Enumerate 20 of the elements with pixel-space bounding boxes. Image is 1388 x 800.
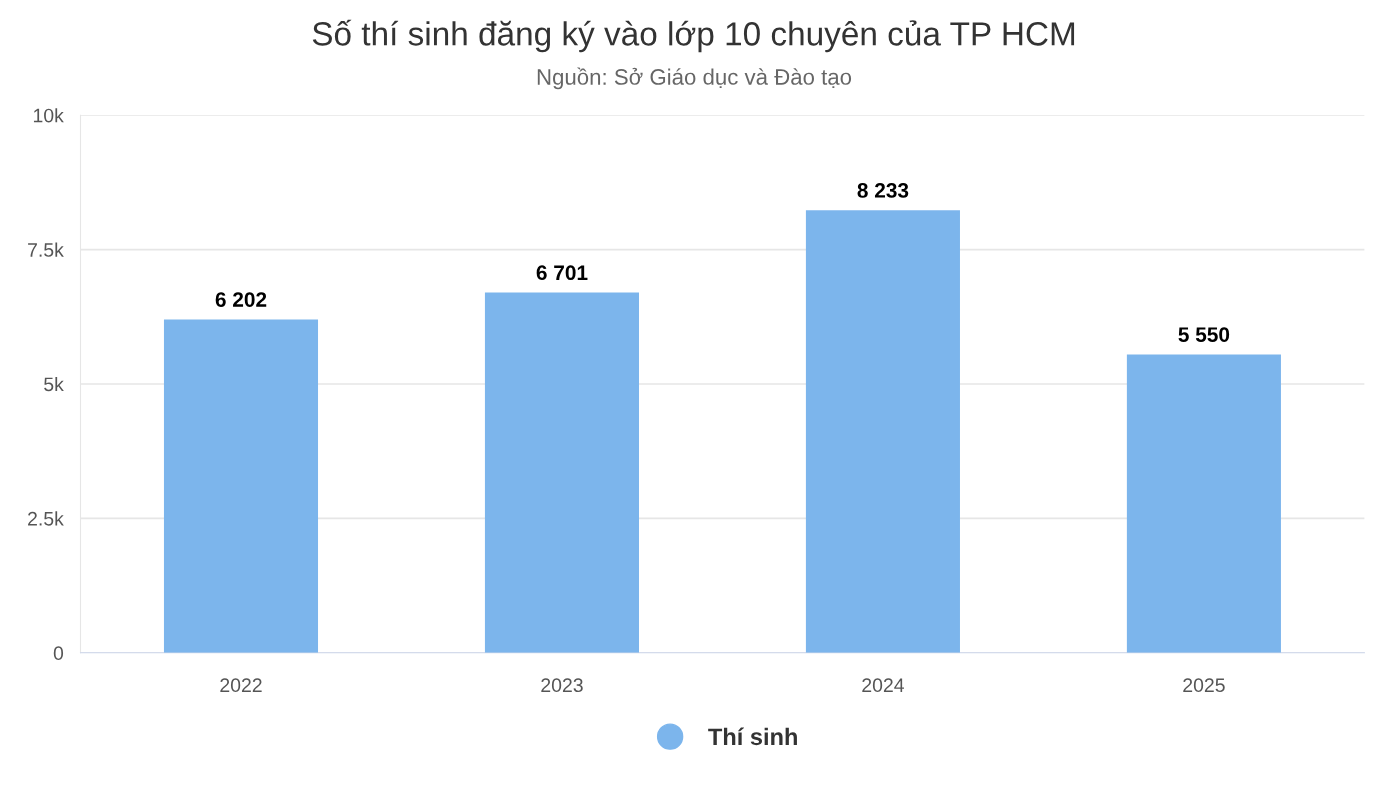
bar <box>484 292 639 653</box>
data-label: 8 233 <box>857 182 909 198</box>
chart-subtitle: Nguồn: Sở Giáo dục và Đào tạo <box>537 67 852 90</box>
y-tick-label: 2.5k <box>28 511 64 526</box>
legend-label: Thí sinh <box>708 727 797 746</box>
y-tick-label: 7.5k <box>28 242 64 257</box>
data-label: 6 202 <box>215 292 267 307</box>
chart-title: Số thí sinh đăng ký vào lớp 10 chuyên của TP HCM <box>312 19 1075 53</box>
x-tick-label: 2025 <box>1183 678 1225 693</box>
y-tick-label: 10k <box>33 108 64 123</box>
data-label: 6 701 <box>536 265 588 281</box>
bar <box>163 319 319 653</box>
bar <box>805 210 960 653</box>
y-tick-label: 0 <box>53 646 64 661</box>
bar <box>1126 354 1281 653</box>
x-tick-label: 2022 <box>220 678 262 693</box>
x-tick-label: 2024 <box>862 678 904 693</box>
data-label: 5 550 <box>1178 327 1230 342</box>
x-tick-label: 2023 <box>541 678 583 693</box>
y-tick-label: 5k <box>44 376 64 392</box>
